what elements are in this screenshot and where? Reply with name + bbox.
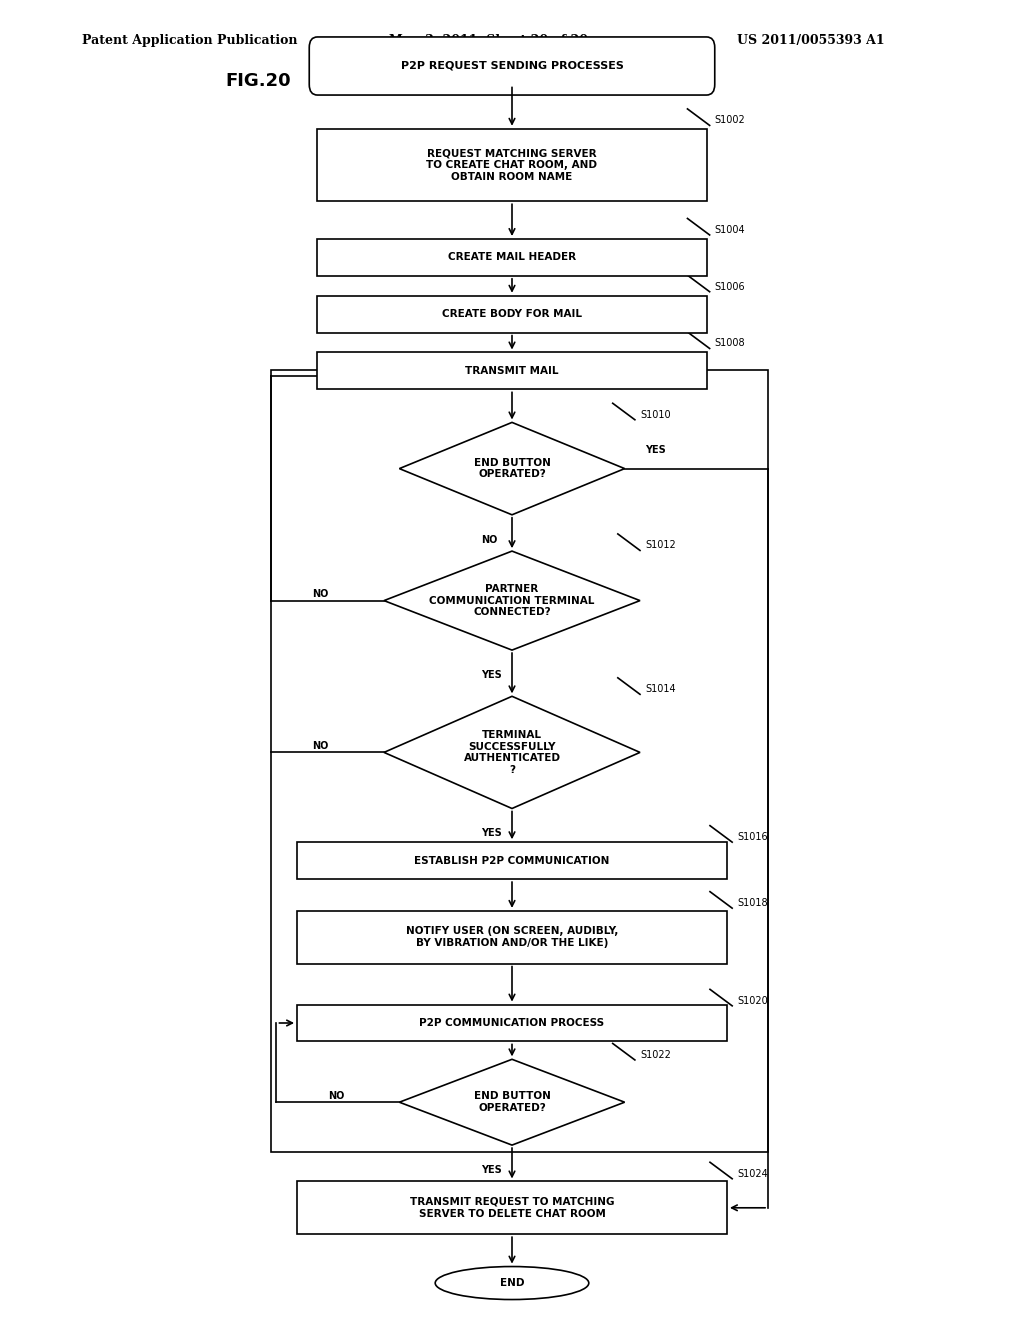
- Text: S1004: S1004: [715, 224, 745, 235]
- Text: NO: NO: [481, 535, 498, 545]
- Polygon shape: [399, 1059, 625, 1144]
- Text: TERMINAL
SUCCESSFULLY
AUTHENTICATED
?: TERMINAL SUCCESSFULLY AUTHENTICATED ?: [464, 730, 560, 775]
- Text: NOTIFY USER (ON SCREEN, AUDIBLY,
BY VIBRATION AND/OR THE LIKE): NOTIFY USER (ON SCREEN, AUDIBLY, BY VIBR…: [406, 927, 618, 948]
- Text: NO: NO: [312, 741, 329, 751]
- Text: PARTNER
COMMUNICATION TERMINAL
CONNECTED?: PARTNER COMMUNICATION TERMINAL CONNECTED…: [429, 583, 595, 618]
- Text: YES: YES: [481, 829, 502, 838]
- Text: ESTABLISH P2P COMMUNICATION: ESTABLISH P2P COMMUNICATION: [415, 855, 609, 866]
- Text: END: END: [500, 1278, 524, 1288]
- Text: P2P COMMUNICATION PROCESS: P2P COMMUNICATION PROCESS: [420, 1018, 604, 1028]
- Ellipse shape: [435, 1267, 589, 1299]
- Text: S1002: S1002: [715, 115, 745, 125]
- Bar: [317, 296, 707, 333]
- FancyBboxPatch shape: [309, 37, 715, 95]
- Text: CREATE BODY FOR MAIL: CREATE BODY FOR MAIL: [442, 309, 582, 319]
- Text: S1012: S1012: [645, 540, 676, 550]
- Polygon shape: [384, 697, 640, 808]
- Bar: [297, 1181, 727, 1234]
- Text: S1008: S1008: [715, 338, 745, 348]
- Text: S1010: S1010: [640, 409, 671, 420]
- Text: NO: NO: [328, 1090, 344, 1101]
- Text: Mar. 3, 2011  Sheet 20 of 20: Mar. 3, 2011 Sheet 20 of 20: [389, 33, 588, 46]
- Text: CREATE MAIL HEADER: CREATE MAIL HEADER: [447, 252, 577, 263]
- Text: YES: YES: [645, 445, 666, 455]
- Text: FIG.20: FIG.20: [225, 71, 291, 90]
- Bar: [297, 1005, 727, 1041]
- Text: Patent Application Publication: Patent Application Publication: [82, 33, 297, 46]
- Text: NO: NO: [312, 589, 329, 599]
- Text: S1006: S1006: [715, 281, 745, 292]
- Bar: [271, 370, 768, 1151]
- Text: S1014: S1014: [645, 684, 676, 694]
- Bar: [317, 352, 707, 389]
- Text: US 2011/0055393 A1: US 2011/0055393 A1: [737, 33, 885, 46]
- Text: S1016: S1016: [737, 832, 768, 842]
- Bar: [297, 842, 727, 879]
- Polygon shape: [399, 422, 625, 515]
- Text: YES: YES: [481, 1164, 502, 1175]
- Text: END BUTTON
OPERATED?: END BUTTON OPERATED?: [473, 458, 551, 479]
- Text: YES: YES: [481, 671, 502, 680]
- Polygon shape: [384, 552, 640, 649]
- Text: S1024: S1024: [737, 1168, 768, 1179]
- Text: REQUEST MATCHING SERVER
TO CREATE CHAT ROOM, AND
OBTAIN ROOM NAME: REQUEST MATCHING SERVER TO CREATE CHAT R…: [427, 148, 597, 182]
- Bar: [317, 128, 707, 201]
- Bar: [317, 239, 707, 276]
- Bar: [297, 911, 727, 964]
- Text: S1022: S1022: [640, 1049, 671, 1060]
- Text: END BUTTON
OPERATED?: END BUTTON OPERATED?: [473, 1092, 551, 1113]
- Text: S1018: S1018: [737, 898, 768, 908]
- Text: TRANSMIT REQUEST TO MATCHING
SERVER TO DELETE CHAT ROOM: TRANSMIT REQUEST TO MATCHING SERVER TO D…: [410, 1197, 614, 1218]
- Text: P2P REQUEST SENDING PROCESSES: P2P REQUEST SENDING PROCESSES: [400, 61, 624, 71]
- Text: S1020: S1020: [737, 995, 768, 1006]
- Text: TRANSMIT MAIL: TRANSMIT MAIL: [465, 366, 559, 376]
